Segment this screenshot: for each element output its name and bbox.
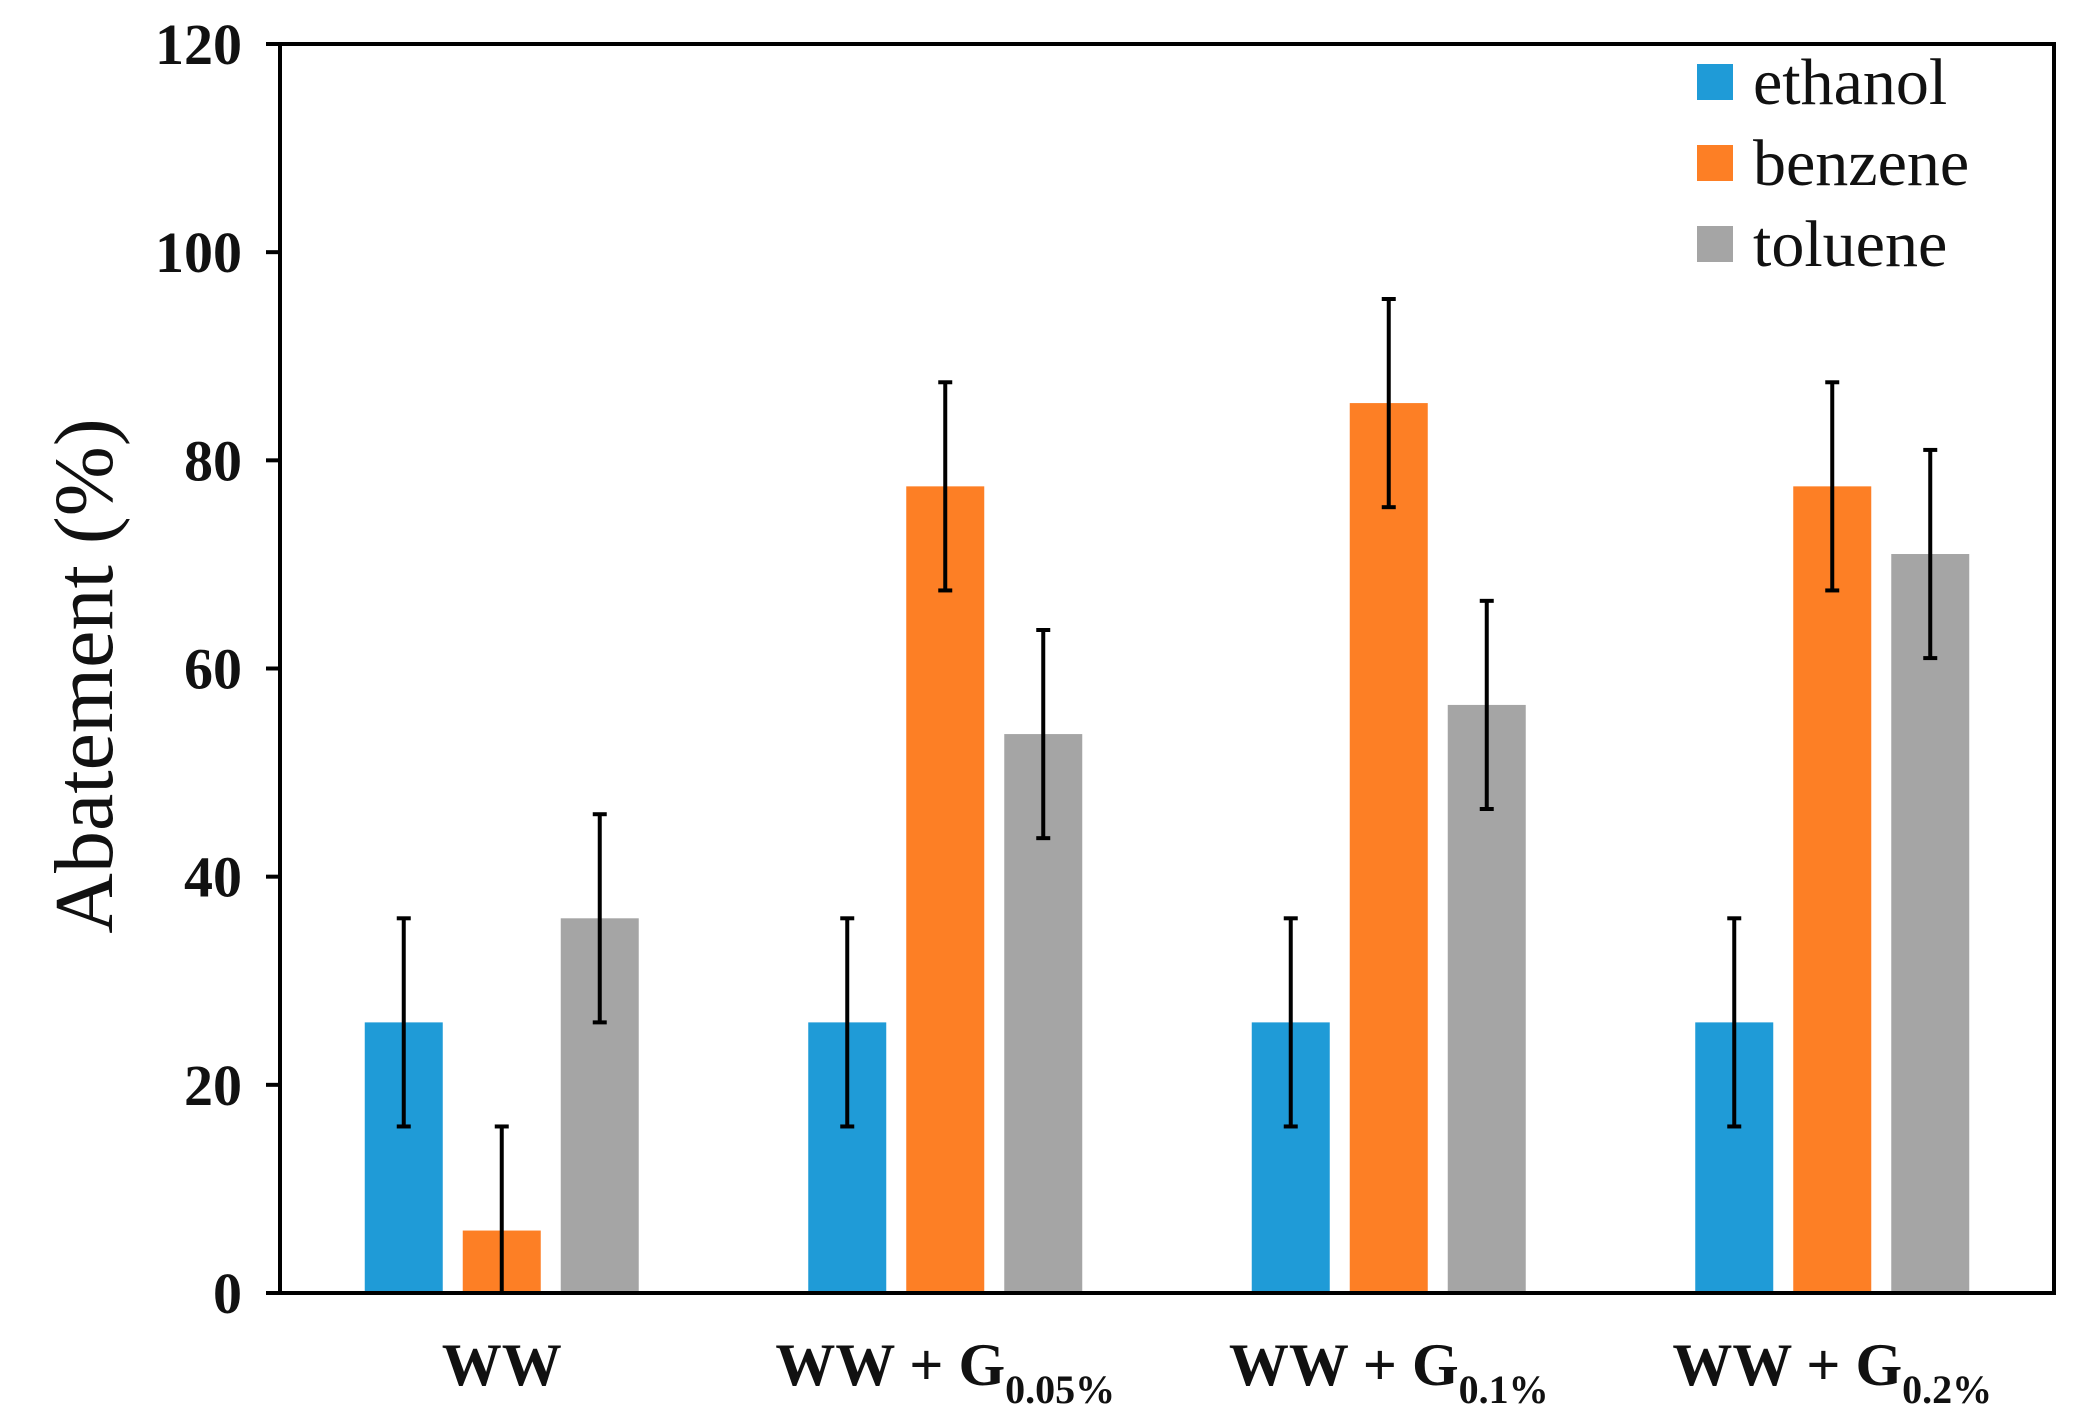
x-category-label: WW + G0.1% — [1229, 1332, 1549, 1412]
error-bar-ethanol-1 — [396, 916, 411, 1129]
legend-item-ethanol: ethanol — [1697, 46, 1947, 119]
x-category-label: WW + G0.05% — [775, 1332, 1115, 1412]
legend-item-toluene: toluene — [1697, 208, 1947, 281]
x-category-labels: WW WW + G0.05% WW + G0.1% WW + G0.2% — [442, 1332, 1992, 1412]
bars-layer — [364, 403, 1970, 1294]
error-bar-ethanol-3 — [1283, 916, 1298, 1129]
y-tick-labels: 0 20 40 60 80 100 120 — [155, 12, 242, 1326]
y-tick-label: 100 — [155, 220, 242, 285]
error-bar-toluene-3 — [1479, 598, 1494, 812]
bar-benzene-3 — [1349, 403, 1428, 1293]
error-bar-benzene-2 — [938, 380, 953, 593]
legend-label: benzene — [1753, 127, 1969, 200]
category-base-text: WW + G — [775, 1332, 1005, 1398]
error-bar-benzene-3 — [1381, 297, 1396, 510]
legend-swatch — [1697, 226, 1733, 262]
error-bar-toluene-2 — [1036, 627, 1051, 841]
x-category-label: WW — [442, 1332, 562, 1398]
error-bar-toluene-4 — [1923, 447, 1938, 661]
category-subscript: 0.1% — [1459, 1367, 1549, 1412]
category-base-text: WW + G — [1229, 1332, 1459, 1398]
y-tick-label: 20 — [184, 1053, 242, 1118]
error-bar-benzene-1 — [494, 1124, 509, 1293]
legend-swatch — [1697, 145, 1733, 181]
y-tick-label: 60 — [184, 637, 242, 702]
y-tick-label: 0 — [213, 1261, 242, 1326]
y-tick-label: 40 — [184, 845, 242, 910]
error-bar-benzene-4 — [1825, 380, 1840, 593]
bar-benzene-4 — [1793, 486, 1872, 1294]
error-bar-ethanol-4 — [1727, 916, 1742, 1129]
y-axis-label: Abatement (%) — [38, 418, 131, 933]
bar-benzene-2 — [906, 486, 985, 1294]
category-subscript: 0.2% — [1902, 1367, 1992, 1412]
legend-label: toluene — [1753, 208, 1947, 281]
legend-item-benzene: benzene — [1697, 127, 1969, 200]
x-category-label: WW + G0.2% — [1672, 1332, 1992, 1412]
error-bar-toluene-1 — [592, 812, 607, 1025]
category-base-text: WW — [442, 1332, 562, 1398]
error-bar-ethanol-2 — [840, 916, 855, 1129]
category-base-text: WW + G — [1672, 1332, 1902, 1398]
y-tick-label: 80 — [184, 428, 242, 493]
category-subscript: 0.05% — [1005, 1367, 1115, 1412]
bar-toluene-4 — [1891, 554, 1970, 1293]
y-tick-label: 120 — [155, 12, 242, 77]
axes-layer — [266, 42, 2056, 1295]
legend-swatch — [1697, 64, 1733, 100]
legend: ethanol benzene toluene — [1697, 46, 1969, 281]
error-bars-layer — [396, 297, 1938, 1293]
legend-label: ethanol — [1753, 46, 1947, 119]
